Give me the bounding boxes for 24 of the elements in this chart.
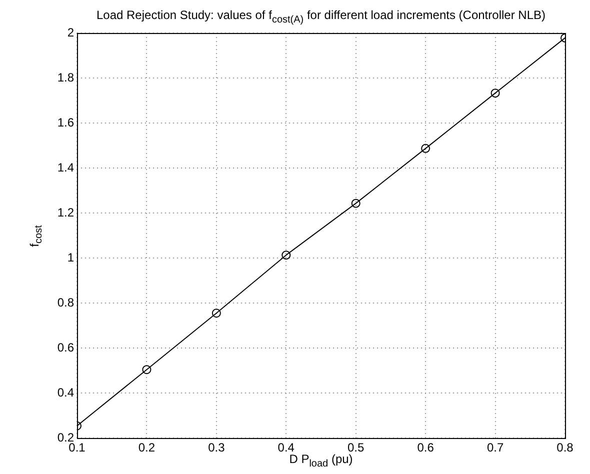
y-tick-label: 1.8 [57, 70, 74, 84]
point [421, 144, 430, 153]
x-tick-label: 0.6 [417, 440, 434, 455]
chart-title: Load Rejection Study: values of f$_{cost(A)}$ for different load increments (Controller NLB) [95, 8, 546, 26]
y-tick-label: 1 [67, 250, 74, 264]
x-tick-label: 0.4 [278, 440, 295, 455]
x-tick-label: 0.3 [208, 440, 226, 455]
y-tick-label: 0.8 [57, 295, 74, 310]
x-tick-label: 0.2 [138, 440, 156, 455]
y-tick-label: 1.2 [57, 205, 74, 220]
y-tick-label: 1.4 [57, 160, 74, 174]
point [212, 308, 221, 318]
y-tick-label: 1.6 [57, 115, 74, 130]
x-tick-label: 0.7 [486, 440, 504, 455]
x-axis-title: D P$_{load}$ (pu) [289, 452, 353, 470]
point [351, 198, 360, 208]
point [490, 88, 500, 98]
y-tick-label: 0.4 [57, 385, 74, 400]
y-tick-label: 0.6 [57, 340, 74, 354]
x-tick-label: 0.5 [348, 440, 365, 455]
x-tick-label: 0.8 [556, 440, 574, 455]
point [142, 365, 152, 374]
point [282, 250, 291, 260]
y-tick-label: 2 [67, 25, 74, 40]
